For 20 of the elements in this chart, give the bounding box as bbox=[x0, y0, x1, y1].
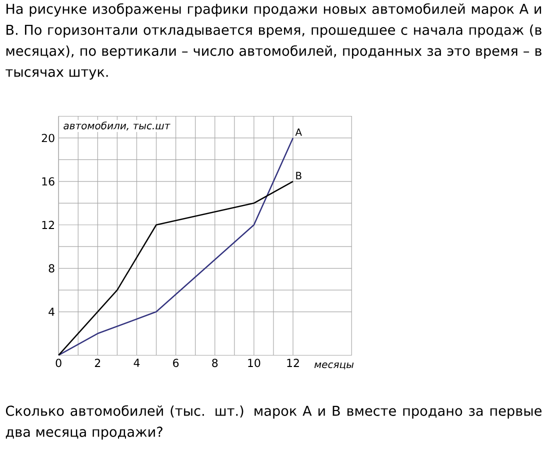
x-tick-label: 10 bbox=[248, 358, 260, 368]
line-series bbox=[58, 180, 294, 356]
x-tick-label: 4 bbox=[134, 358, 140, 367]
y-axis-title: автомобили, тыс.шт bbox=[64, 122, 170, 130]
x-tick-label: 0 bbox=[56, 358, 62, 368]
y-tick-label: 12 bbox=[42, 220, 54, 229]
y-tick-label: 8 bbox=[48, 264, 54, 272]
y-tick-label: 20 bbox=[42, 134, 54, 142]
x-tick-label: 2 bbox=[94, 358, 100, 367]
x-axis-title: месяцы bbox=[314, 362, 354, 370]
series-label: A bbox=[295, 128, 302, 136]
text: Сколько автомобилей (тыс. шт.) марок А и В вместе продано за первые два месяца продажи? bbox=[6, 405, 542, 440]
x-tick-label: 6 bbox=[173, 358, 179, 368]
chart-title: На рисунке изображены графики продажи новых автомобилей марок А и В. По горизонтали откладывается время, прошедшее с начала продаж (в месяцах), по вертикали – число автомобилей, проданных за это время – в тысячах штук. bbox=[6, 3, 542, 80]
line-series bbox=[58, 137, 294, 356]
x-tick-label: 12 bbox=[287, 358, 299, 367]
y-tick-label: 16 bbox=[42, 177, 54, 186]
x-tick-label: 8 bbox=[212, 358, 218, 368]
series-label: B bbox=[296, 172, 302, 180]
y-tick-label: 4 bbox=[48, 308, 54, 316]
